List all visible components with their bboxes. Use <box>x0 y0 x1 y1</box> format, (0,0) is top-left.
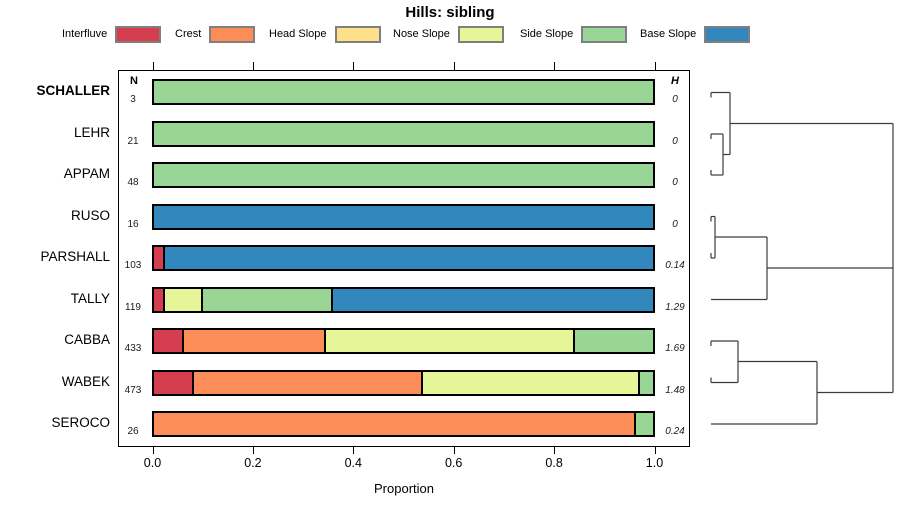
bottom-tick-mark <box>554 447 556 454</box>
stacked-bar-cabba <box>152 328 655 354</box>
legend-swatch-nose <box>457 25 504 43</box>
legend-label: Interfluve <box>62 28 108 40</box>
stacked-bar-wabek <box>152 369 655 396</box>
bottom-tick-mark <box>453 447 455 454</box>
n-column-header: N <box>130 75 138 87</box>
bar-segment-nose <box>420 371 638 394</box>
bar-segment-nose <box>162 288 201 311</box>
stacked-bar-parshall <box>152 245 655 271</box>
legend-swatch-side <box>581 25 628 43</box>
legend-swatch-head <box>334 25 381 43</box>
h-value: 0 <box>672 177 678 188</box>
legend-label: Nose Slope <box>393 28 450 40</box>
legend-label: Side Slope <box>520 28 574 40</box>
bar-segment-interfluve <box>154 371 193 394</box>
bottom-tick-mark <box>353 447 355 454</box>
stacked-bar-tally <box>152 286 655 313</box>
tick-label: 0.6 <box>444 456 463 470</box>
h-value: 0.14 <box>665 260 685 271</box>
row-label-schaller: SCHALLER <box>36 83 111 98</box>
n-value: 433 <box>124 343 142 354</box>
h-value: 0 <box>672 135 678 147</box>
bar-segment-side <box>634 413 653 435</box>
row-label-cabba: CABBA <box>64 332 110 347</box>
plot-border <box>118 70 690 447</box>
bar-segment-interfluve <box>154 330 183 352</box>
bar-segment-crest <box>182 330 324 352</box>
tick-label: 0.8 <box>545 456 563 470</box>
bar-segment-side <box>154 164 653 186</box>
bar-segment-side <box>154 81 653 103</box>
legend-item-base: Base Slope <box>640 25 751 43</box>
h-value: 0 <box>672 94 678 105</box>
bottom-tick-mark <box>152 447 154 454</box>
bar-segment-interfluve <box>154 288 163 311</box>
bar-segment-nose <box>323 330 574 352</box>
stacked-bar-ruso <box>152 203 655 230</box>
top-tick-mark <box>353 62 355 70</box>
h-value: 0 <box>672 218 678 230</box>
bar-segment-side <box>154 122 653 145</box>
bottom-tick-mark <box>654 447 656 454</box>
top-tick-mark <box>152 62 154 70</box>
bar-segment-base <box>162 247 653 269</box>
stacked-bar-seroco <box>152 411 655 437</box>
chart-title: Hills: sibling <box>405 4 495 21</box>
h-value: 1.48 <box>665 384 685 396</box>
h-column-header: H <box>671 75 679 87</box>
row-label-wabek: WABEK <box>61 373 110 389</box>
bar-segment-interfluve <box>154 247 163 269</box>
top-tick-mark <box>554 62 556 70</box>
stacked-bar-schaller <box>152 79 655 105</box>
n-value: 473 <box>124 384 142 396</box>
row-label-lehr: LEHR <box>73 124 110 140</box>
tick-label: 0.2 <box>244 456 262 470</box>
legend-swatch-crest <box>209 25 256 43</box>
tick-label: 0.4 <box>344 456 362 470</box>
legend-item-head: Head Slope <box>269 25 381 43</box>
n-value: 3 <box>130 94 136 105</box>
bar-segment-side <box>637 371 653 394</box>
n-value: 48 <box>127 177 139 188</box>
stacked-bar-appam <box>152 162 655 188</box>
legend-item-nose: Nose Slope <box>393 25 504 43</box>
legend-swatch-base <box>704 25 751 43</box>
h-value: 1.69 <box>665 343 685 354</box>
bar-segment-base <box>154 205 653 228</box>
dendrogram <box>710 91 894 425</box>
legend-item-side: Side Slope <box>520 25 628 43</box>
bottom-tick-mark <box>252 447 254 454</box>
n-value: 21 <box>127 135 139 147</box>
top-tick-mark <box>453 62 455 70</box>
legend-swatch-interfluve <box>115 25 162 43</box>
h-value: 1.29 <box>665 301 685 313</box>
row-label-appam: APPAM <box>63 166 110 181</box>
stacked-bar-lehr <box>152 120 655 147</box>
x-axis-label: Proportion <box>374 481 434 496</box>
row-label-parshall: PARSHALL <box>40 249 110 264</box>
bar-segment-side <box>200 288 331 311</box>
row-label-seroco: SEROCO <box>51 415 110 430</box>
row-label-ruso: RUSO <box>70 207 110 223</box>
n-value: 16 <box>127 218 139 230</box>
tick-label: 1.0 <box>645 456 664 470</box>
legend-item-interfluve: Interfluve <box>62 25 162 43</box>
tick-label: 0.0 <box>143 456 162 470</box>
legend-label: Crest <box>175 28 202 40</box>
bar-segment-side <box>573 330 653 352</box>
legend-item-crest: Crest <box>175 25 256 43</box>
bar-segment-crest <box>192 371 421 394</box>
bar-segment-crest <box>154 413 635 435</box>
h-value: 0.24 <box>665 426 685 437</box>
top-tick-mark <box>654 62 656 70</box>
legend-label: Head Slope <box>269 28 327 40</box>
row-label-tally: TALLY <box>70 290 110 306</box>
top-tick-mark <box>252 62 254 70</box>
n-value: 103 <box>124 260 142 271</box>
n-value: 26 <box>127 426 139 437</box>
legend-label: Base Slope <box>640 28 697 40</box>
n-value: 119 <box>125 301 141 313</box>
bar-segment-base <box>330 288 653 311</box>
